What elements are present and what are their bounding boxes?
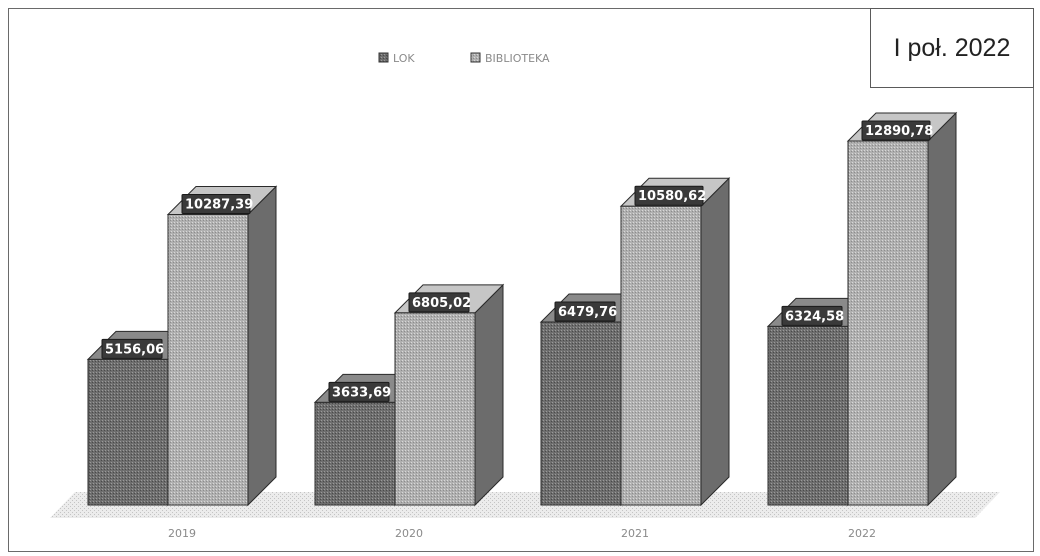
bar-front-lok-2021 [540, 321, 622, 506]
bar-side-biblioteka-2019 [247, 185, 277, 507]
legend-item-lok: LOK [378, 52, 415, 65]
data-label-biblioteka-2022: 12890,78 [861, 120, 933, 141]
data-label-bg-biblioteka-2019 [181, 194, 251, 215]
data-label-bg-biblioteka-2022 [861, 120, 931, 141]
bar-side-biblioteka-2020 [474, 283, 504, 507]
data-label-bg-lok-2020 [328, 381, 390, 402]
legend-item-biblioteka: BIBLIOTEKA [470, 52, 550, 65]
x-tick-label-2022: 2022 [848, 527, 876, 540]
bar-front-biblioteka-2021 [620, 205, 702, 506]
data-label-biblioteka-2021: 10580,62 [634, 185, 706, 206]
bar-biblioteka-2020 [393, 283, 505, 507]
legend-label-biblioteka: BIBLIOTEKA [485, 52, 550, 65]
data-label-text-biblioteka-2022: 12890,78 [865, 124, 933, 139]
data-label-lok-2020: 3633,69 [328, 381, 391, 402]
data-label-text-lok-2019: 5156,06 [105, 342, 164, 357]
x-tick-label-2020: 2020 [395, 527, 423, 540]
bar-front-lok-2019 [87, 358, 169, 506]
data-label-text-lok-2022: 6324,58 [785, 309, 844, 324]
bar-side-biblioteka-2022 [927, 111, 957, 507]
data-label-text-lok-2020: 3633,69 [332, 385, 391, 400]
data-label-biblioteka-2019: 10287,39 [181, 194, 253, 215]
bar-front-biblioteka-2020 [394, 312, 476, 506]
bar-biblioteka-2019 [166, 185, 278, 507]
bar-front-biblioteka-2019 [167, 214, 249, 506]
labels-layer: 5156,06 10287,39 3633,69 6805,02 6479,76 1058… [101, 120, 933, 402]
data-label-lok-2021: 6479,76 [554, 301, 617, 322]
legend: LOK BIBLIOTEKA [378, 52, 550, 65]
data-label-lok-2022: 6324,58 [781, 305, 844, 326]
data-label-bg-biblioteka-2020 [408, 292, 470, 313]
legend-swatch-biblioteka [470, 52, 481, 63]
x-tick-label-2021: 2021 [621, 527, 649, 540]
bar-biblioteka-2021 [619, 177, 731, 507]
legend-swatch-lok [378, 52, 389, 63]
data-label-bg-lok-2021 [554, 301, 616, 322]
chart-floor [50, 492, 1000, 518]
ticks-layer: 2019 2020 2021 2022 [168, 527, 876, 540]
bar-biblioteka-2022 [846, 111, 958, 507]
data-label-text-biblioteka-2020: 6805,02 [412, 296, 471, 311]
bar-front-lok-2022 [767, 325, 849, 506]
bar-front-lok-2020 [314, 401, 396, 506]
bar-front-biblioteka-2022 [847, 140, 929, 506]
data-label-bg-biblioteka-2021 [634, 185, 704, 206]
data-label-text-biblioteka-2019: 10287,39 [185, 198, 253, 213]
data-label-lok-2019: 5156,06 [101, 338, 164, 359]
data-label-text-biblioteka-2021: 10580,62 [638, 189, 706, 204]
data-label-bg-lok-2022 [781, 305, 843, 326]
legend-label-lok: LOK [393, 52, 415, 65]
x-tick-label-2019: 2019 [168, 527, 196, 540]
data-label-text-lok-2021: 6479,76 [558, 305, 617, 320]
data-label-biblioteka-2020: 6805,02 [408, 292, 471, 313]
period-label: I poł. 2022 [870, 8, 1034, 88]
data-label-bg-lok-2019 [101, 338, 163, 359]
bar-side-biblioteka-2021 [700, 177, 730, 507]
